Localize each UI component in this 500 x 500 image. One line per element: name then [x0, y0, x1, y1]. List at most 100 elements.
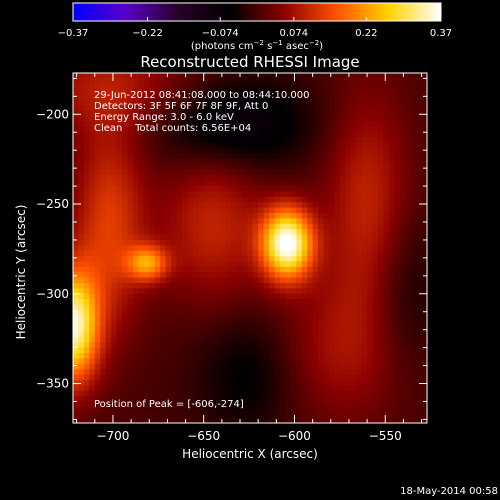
heatmap-cell [377, 353, 385, 359]
heatmap-cell [116, 272, 123, 279]
heatmap-cell [258, 229, 265, 236]
heatmap-cell [138, 396, 145, 403]
heatmap-cell [416, 288, 423, 295]
heatmap-cell [94, 239, 101, 246]
heatmap-cell [154, 245, 161, 252]
heatmap-cell [356, 132, 363, 139]
heatmap-cell [274, 374, 281, 381]
heatmap-cell [247, 369, 254, 376]
heatmap-cell [209, 153, 216, 160]
colorbar-ticks: −0.37 −0.22 −0.074 0.074 0.22 0.37 [58, 17, 452, 39]
heatmap-cell [138, 315, 145, 322]
heatmap-cell [383, 207, 390, 214]
heatmap-cell [318, 320, 325, 327]
heatmap-cell [105, 164, 112, 171]
heatmap-cell [171, 363, 178, 370]
heatmap-cell [214, 347, 221, 354]
heatmap-cell [192, 159, 199, 166]
heatmap-cell [410, 73, 417, 79]
heatmap-cell [339, 89, 346, 96]
heatmap-cell [399, 363, 406, 370]
heatmap-cell [383, 186, 390, 193]
heatmap-cell [220, 369, 227, 376]
heatmap-cell [247, 137, 254, 144]
heatmap-cell [203, 390, 210, 397]
heatmap-cell [334, 412, 341, 419]
heatmap-cell [399, 164, 406, 171]
heatmap-cell [399, 336, 406, 343]
heatmap-cell [209, 369, 216, 376]
heatmap-cell [263, 304, 270, 311]
chart-title: Reconstructed RHESSI Image [140, 53, 359, 71]
heatmap-cell [290, 283, 297, 289]
heatmap-cell [377, 299, 385, 306]
heatmap-cell [405, 320, 412, 327]
heatmap-cell [274, 89, 281, 96]
heatmap-cell [399, 304, 406, 311]
heatmap-cell [89, 272, 96, 279]
heatmap-cell [377, 277, 385, 284]
heatmap-cell [225, 164, 232, 171]
heatmap-cell [307, 256, 314, 263]
heatmap-cell [247, 261, 254, 268]
heatmap-cell [236, 164, 243, 171]
heatmap-cell [269, 223, 276, 230]
heatmap-cell [94, 180, 101, 187]
heatmap-cell [416, 180, 423, 187]
heatmap-cell [323, 417, 330, 423]
heatmap-cell [220, 239, 227, 246]
heatmap-cell [94, 89, 101, 96]
heatmap-cell [285, 250, 292, 257]
heatmap-cell [350, 169, 357, 176]
heatmap-cell [383, 105, 390, 112]
heatmap-cell [361, 315, 368, 322]
heatmap-cell [323, 137, 330, 144]
heatmap-cell [416, 406, 423, 413]
heatmap-cell [192, 390, 199, 397]
heatmap-cell [339, 304, 346, 311]
heatmap-cell [154, 164, 161, 171]
heatmap-cell [78, 191, 85, 198]
heatmap-cell [132, 137, 139, 144]
heatmap-cell [345, 293, 352, 300]
heatmap-cell [198, 320, 205, 327]
heatmap-cell [279, 229, 286, 236]
heatmap-cell [301, 132, 308, 139]
heatmap-cell [296, 218, 303, 225]
heatmap-cell [225, 331, 232, 338]
heatmap-cell [377, 374, 385, 381]
heatmap-cell [416, 256, 423, 263]
heatmap-cell [247, 73, 254, 79]
heatmap-cell [236, 148, 243, 155]
heatmap-cell [192, 191, 199, 198]
heatmap-cell [105, 121, 112, 128]
heatmap-cell [149, 256, 156, 263]
heatmap-cell [290, 261, 297, 268]
heatmap-cell [377, 94, 385, 101]
heatmap-cell [111, 148, 118, 155]
heatmap-cell [356, 309, 363, 316]
heatmap-cell [181, 277, 188, 284]
heatmap-cell [187, 385, 194, 392]
heatmap-cell [356, 326, 363, 333]
heatmap-cell [143, 363, 150, 370]
heatmap-cell [220, 73, 227, 79]
heatmap-cell [187, 320, 194, 327]
heatmap-cell [290, 164, 297, 171]
heatmap-cell [247, 121, 254, 128]
heatmap-cell [198, 309, 205, 316]
heatmap-cell [301, 309, 308, 316]
heatmap-cell [122, 143, 129, 149]
heatmap-cell [410, 304, 417, 311]
heatmap-cell [203, 223, 210, 230]
heatmap-cell [225, 213, 232, 219]
heatmap-cell [318, 229, 325, 236]
heatmap-cell [410, 245, 417, 252]
heatmap-cell [279, 250, 286, 257]
heatmap-cell [236, 342, 243, 349]
heatmap-cell [122, 73, 129, 79]
heatmap-cell [416, 164, 423, 171]
heatmap-cell [416, 293, 423, 300]
heatmap-cell [290, 288, 297, 295]
heatmap-cell [274, 353, 281, 359]
